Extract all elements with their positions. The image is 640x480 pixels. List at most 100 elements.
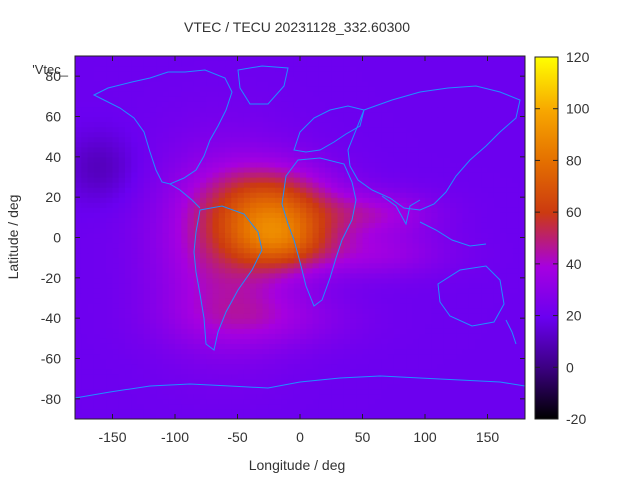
heatmap-cell [93, 408, 101, 415]
heatmap-cell [512, 202, 520, 208]
heatmap-cell [518, 71, 525, 77]
heatmap-cell [331, 71, 339, 77]
heatmap-cell [456, 81, 464, 87]
heatmap-cell [325, 313, 332, 319]
heatmap-cell [418, 252, 426, 259]
heatmap-cell [131, 338, 139, 344]
heatmap-cell [425, 323, 432, 329]
heatmap-cell [293, 141, 301, 148]
heatmap-cell [143, 373, 151, 380]
heatmap-cell [412, 136, 420, 143]
heatmap-cell [387, 192, 395, 198]
heatmap-cell [400, 212, 407, 218]
heatmap-cell [443, 146, 451, 153]
heatmap-cell [106, 403, 114, 410]
heatmap-cell [456, 121, 464, 128]
heatmap-cell [218, 237, 226, 244]
heatmap-cell [337, 333, 345, 339]
heatmap-cell [493, 161, 501, 168]
heatmap-cell [518, 166, 525, 173]
heatmap-cell [206, 292, 214, 299]
heatmap-cell [356, 71, 364, 77]
heatmap-cell [268, 257, 276, 264]
heatmap-cell [256, 383, 264, 390]
heatmap-cell [418, 292, 426, 299]
heatmap-cell [181, 217, 189, 223]
heatmap-cell [131, 217, 139, 223]
heatmap-cell [106, 217, 114, 223]
heatmap-cell [100, 81, 107, 87]
heatmap-cell [212, 313, 220, 319]
heatmap-cell [462, 267, 470, 274]
heatmap-cell [250, 383, 257, 390]
heatmap-cell [518, 408, 525, 415]
heatmap-cell [450, 207, 457, 213]
heatmap-cell [443, 403, 451, 410]
heatmap-cell [231, 242, 239, 249]
heatmap-cell [506, 328, 514, 334]
heatmap-cell [250, 91, 257, 97]
heatmap-cell [343, 116, 351, 123]
heatmap-cell [493, 81, 501, 87]
heatmap-cell [268, 388, 276, 395]
heatmap-cell [131, 363, 139, 370]
heatmap-cell [393, 252, 401, 259]
heatmap-cell [381, 398, 389, 405]
heatmap-cell [193, 76, 201, 82]
heatmap-cell [375, 292, 382, 299]
heatmap-cell [387, 378, 395, 385]
heatmap-cell [431, 287, 439, 294]
heatmap-cell [468, 252, 476, 259]
heatmap-cell [318, 71, 326, 77]
heatmap-cell [512, 358, 520, 365]
heatmap-cell [112, 303, 120, 309]
heatmap-cell [175, 151, 182, 158]
heatmap-cell [356, 348, 364, 355]
heatmap-cell [412, 141, 420, 148]
heatmap-cell [300, 177, 307, 183]
heatmap-cell [450, 242, 457, 249]
heatmap-cell [406, 76, 414, 82]
heatmap-cell [412, 126, 420, 133]
heatmap-cell [356, 81, 364, 87]
heatmap-cell [187, 207, 195, 213]
heatmap-cell [81, 171, 89, 178]
heatmap-cell [225, 121, 232, 128]
heatmap-cell [156, 358, 164, 365]
heatmap-cell [468, 353, 476, 360]
heatmap-cell [381, 126, 389, 133]
heatmap-cell [506, 408, 514, 415]
heatmap-cell [375, 111, 382, 118]
heatmap-cell [275, 272, 282, 279]
heatmap-cell [425, 262, 432, 269]
heatmap-cell [193, 141, 201, 148]
heatmap-cell [181, 292, 189, 299]
heatmap-cell [218, 308, 226, 314]
heatmap-cell [93, 262, 101, 269]
heatmap-cell [75, 71, 82, 77]
heatmap-cell [512, 91, 520, 97]
heatmap-cell [75, 177, 82, 183]
heatmap-cell [93, 192, 101, 198]
heatmap-cell [337, 232, 345, 239]
heatmap-cell [418, 101, 426, 108]
heatmap-cell [193, 101, 201, 108]
heatmap-cell [281, 116, 289, 123]
heatmap-cell [287, 292, 295, 299]
heatmap-cell [443, 358, 451, 365]
heatmap-cell [175, 146, 182, 153]
heatmap-cell [243, 202, 251, 208]
heatmap-cell [275, 141, 282, 148]
heatmap-cell [143, 86, 151, 92]
heatmap-cell [425, 343, 432, 350]
heatmap-cell [93, 287, 101, 294]
heatmap-cell [375, 358, 382, 365]
heatmap-cell [218, 277, 226, 284]
heatmap-cell [162, 192, 170, 198]
heatmap-cell [168, 111, 176, 118]
heatmap-cell [156, 383, 164, 390]
heatmap-cell [256, 227, 264, 234]
heatmap-cell [406, 227, 414, 234]
heatmap-cell [237, 177, 245, 183]
heatmap-cell [350, 393, 357, 400]
